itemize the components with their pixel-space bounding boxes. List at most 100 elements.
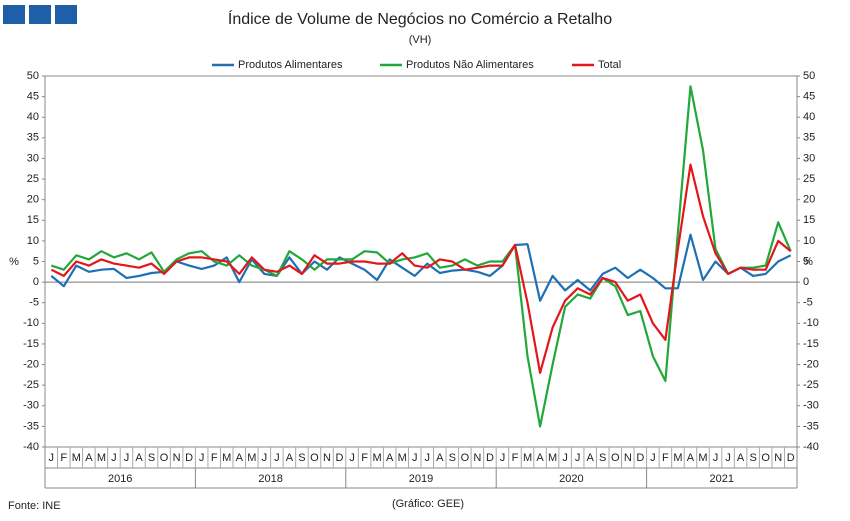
y-tick-label: 40 bbox=[27, 111, 39, 123]
y2-tick-label: 35 bbox=[803, 132, 815, 144]
x-tick-label: J bbox=[274, 452, 280, 464]
logo-square bbox=[55, 5, 77, 24]
x-tick-label: A bbox=[737, 452, 745, 464]
x-tick-label: M bbox=[673, 452, 682, 464]
x-tick-label: J bbox=[650, 452, 656, 464]
x-tick-label: D bbox=[636, 452, 644, 464]
legend-label: Total bbox=[598, 59, 621, 71]
y-tick-label: 10 bbox=[27, 235, 39, 247]
x-tick-label: J bbox=[562, 452, 568, 464]
y2-tick-label: -20 bbox=[803, 358, 819, 370]
y-axis-label: % bbox=[9, 256, 19, 268]
x-tick-label: A bbox=[436, 452, 444, 464]
y2-tick-label: 50 bbox=[803, 70, 815, 82]
x-tick-label: A bbox=[386, 452, 394, 464]
x-tick-label: O bbox=[310, 452, 319, 464]
x-tick-label: M bbox=[548, 452, 557, 464]
y-tick-label: -35 bbox=[23, 420, 39, 432]
x-tick-label: D bbox=[486, 452, 494, 464]
y2-tick-label: -25 bbox=[803, 379, 819, 391]
y2-tick-label: -5 bbox=[803, 297, 813, 309]
x-tick-label: M bbox=[222, 452, 231, 464]
credit: (Gráfico: GEE) bbox=[392, 498, 464, 510]
source: Fonte: INE bbox=[8, 500, 61, 512]
x-tick-label: M bbox=[373, 452, 382, 464]
x-tick-label: O bbox=[160, 452, 169, 464]
y-tick-label: 30 bbox=[27, 152, 39, 164]
year-label: 2021 bbox=[710, 473, 734, 485]
y2-tick-label: -40 bbox=[803, 441, 819, 453]
y-tick-label: 20 bbox=[27, 194, 39, 206]
x-tick-label: M bbox=[247, 452, 256, 464]
y2-tick-label: 40 bbox=[803, 111, 815, 123]
x-tick-label: D bbox=[787, 452, 795, 464]
y2-tick-label: -10 bbox=[803, 317, 819, 329]
y-tick-label: 15 bbox=[27, 214, 39, 226]
y-tick-label: -30 bbox=[23, 400, 39, 412]
x-tick-label: J bbox=[725, 452, 731, 464]
x-tick-label: F bbox=[60, 452, 67, 464]
x-tick-label: O bbox=[761, 452, 770, 464]
x-tick-label: A bbox=[687, 452, 695, 464]
line-series bbox=[50, 85, 792, 428]
x-tick-label: O bbox=[611, 452, 620, 464]
x-tick-label: D bbox=[185, 452, 193, 464]
x-tick-label: M bbox=[698, 452, 707, 464]
y-tick-label: 25 bbox=[27, 173, 39, 185]
x-tick-label: M bbox=[72, 452, 81, 464]
x-tick-label: M bbox=[523, 452, 532, 464]
x-tick-label: S bbox=[298, 452, 305, 464]
x-tick-label: N bbox=[774, 452, 782, 464]
year-label: 2016 bbox=[108, 473, 132, 485]
x-tick-label: A bbox=[236, 452, 244, 464]
y2-tick-label: 20 bbox=[803, 194, 815, 206]
x-tick-label: M bbox=[97, 452, 106, 464]
x-tick-label: M bbox=[398, 452, 407, 464]
x-tick-label: N bbox=[473, 452, 481, 464]
x-tick-label: A bbox=[85, 452, 93, 464]
x-tick-label: F bbox=[361, 452, 368, 464]
y2-tick-label: 45 bbox=[803, 91, 815, 103]
x-tick-label: J bbox=[49, 452, 55, 464]
y-tick-label: -10 bbox=[23, 317, 39, 329]
legend-label: Produtos Não Alimentares bbox=[406, 59, 534, 71]
x-tick-label: S bbox=[749, 452, 756, 464]
y-tick-label: 45 bbox=[27, 91, 39, 103]
y2-tick-label: -30 bbox=[803, 400, 819, 412]
legend-label: Produtos Alimentares bbox=[238, 59, 343, 71]
y-tick-label: -20 bbox=[23, 358, 39, 370]
x-tick-label: O bbox=[461, 452, 470, 464]
year-label: 2020 bbox=[559, 473, 583, 485]
x-tick-label: A bbox=[135, 452, 143, 464]
x-tick-label: N bbox=[323, 452, 331, 464]
x-tick-label: J bbox=[412, 452, 418, 464]
y2-tick-label: 5 bbox=[803, 255, 809, 267]
y2-tick-label: 0 bbox=[803, 276, 809, 288]
logo-square bbox=[3, 5, 25, 24]
y2-axis-label: % bbox=[803, 256, 813, 268]
y2-tick-label: 10 bbox=[803, 235, 815, 247]
x-tick-label: J bbox=[425, 452, 431, 464]
x-tick-label: F bbox=[211, 452, 218, 464]
x-tick-label: J bbox=[349, 452, 355, 464]
y-tick-label: 0 bbox=[33, 276, 39, 288]
year-label: 2019 bbox=[409, 473, 433, 485]
x-tick-label: S bbox=[599, 452, 606, 464]
chart-title: Índice de Volume de Negócios no Comércio… bbox=[228, 9, 612, 28]
year-label: 2018 bbox=[258, 473, 282, 485]
chart-subtitle: (VH) bbox=[409, 34, 432, 46]
x-tick-label: F bbox=[662, 452, 669, 464]
x-tick-label: N bbox=[624, 452, 632, 464]
x-tick-label: F bbox=[512, 452, 519, 464]
y-tick-label: -25 bbox=[23, 379, 39, 391]
y2-tick-label: 25 bbox=[803, 173, 815, 185]
y2-tick-label: -35 bbox=[803, 420, 819, 432]
logo-square bbox=[29, 5, 51, 24]
x-tick-label: J bbox=[111, 452, 117, 464]
y-tick-label: 35 bbox=[27, 132, 39, 144]
y2-tick-label: 15 bbox=[803, 214, 815, 226]
x-tick-label: S bbox=[449, 452, 456, 464]
x-tick-label: D bbox=[336, 452, 344, 464]
x-tick-label: N bbox=[173, 452, 181, 464]
